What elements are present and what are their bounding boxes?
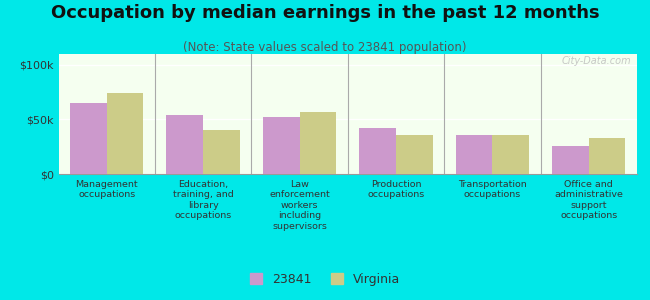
Text: Law
enforcement
workers
including
supervisors: Law enforcement workers including superv… (269, 180, 330, 231)
Text: Production
occupations: Production occupations (367, 180, 424, 200)
Bar (396, 135, 433, 174)
Text: Transportation
occupations: Transportation occupations (458, 180, 526, 200)
Bar (70, 103, 107, 174)
Text: (Note: State values scaled to 23841 population): (Note: State values scaled to 23841 popu… (183, 40, 467, 53)
Bar (107, 93, 144, 174)
Text: City-Data.com: City-Data.com (562, 56, 631, 66)
Bar (589, 138, 625, 174)
Text: Occupation by median earnings in the past 12 months: Occupation by median earnings in the pas… (51, 4, 599, 22)
Text: Management
occupations: Management occupations (75, 180, 138, 200)
Bar (300, 112, 336, 174)
Bar (552, 146, 589, 174)
Bar (493, 135, 529, 174)
Text: Office and
administrative
support
occupations: Office and administrative support occupa… (554, 180, 623, 220)
Bar (263, 117, 300, 174)
Text: Education,
training, and
library
occupations: Education, training, and library occupat… (173, 180, 233, 220)
Bar (359, 128, 396, 174)
Bar (166, 115, 203, 174)
Legend: 23841, Virginia: 23841, Virginia (245, 268, 405, 291)
Bar (456, 135, 493, 174)
Bar (203, 130, 240, 174)
